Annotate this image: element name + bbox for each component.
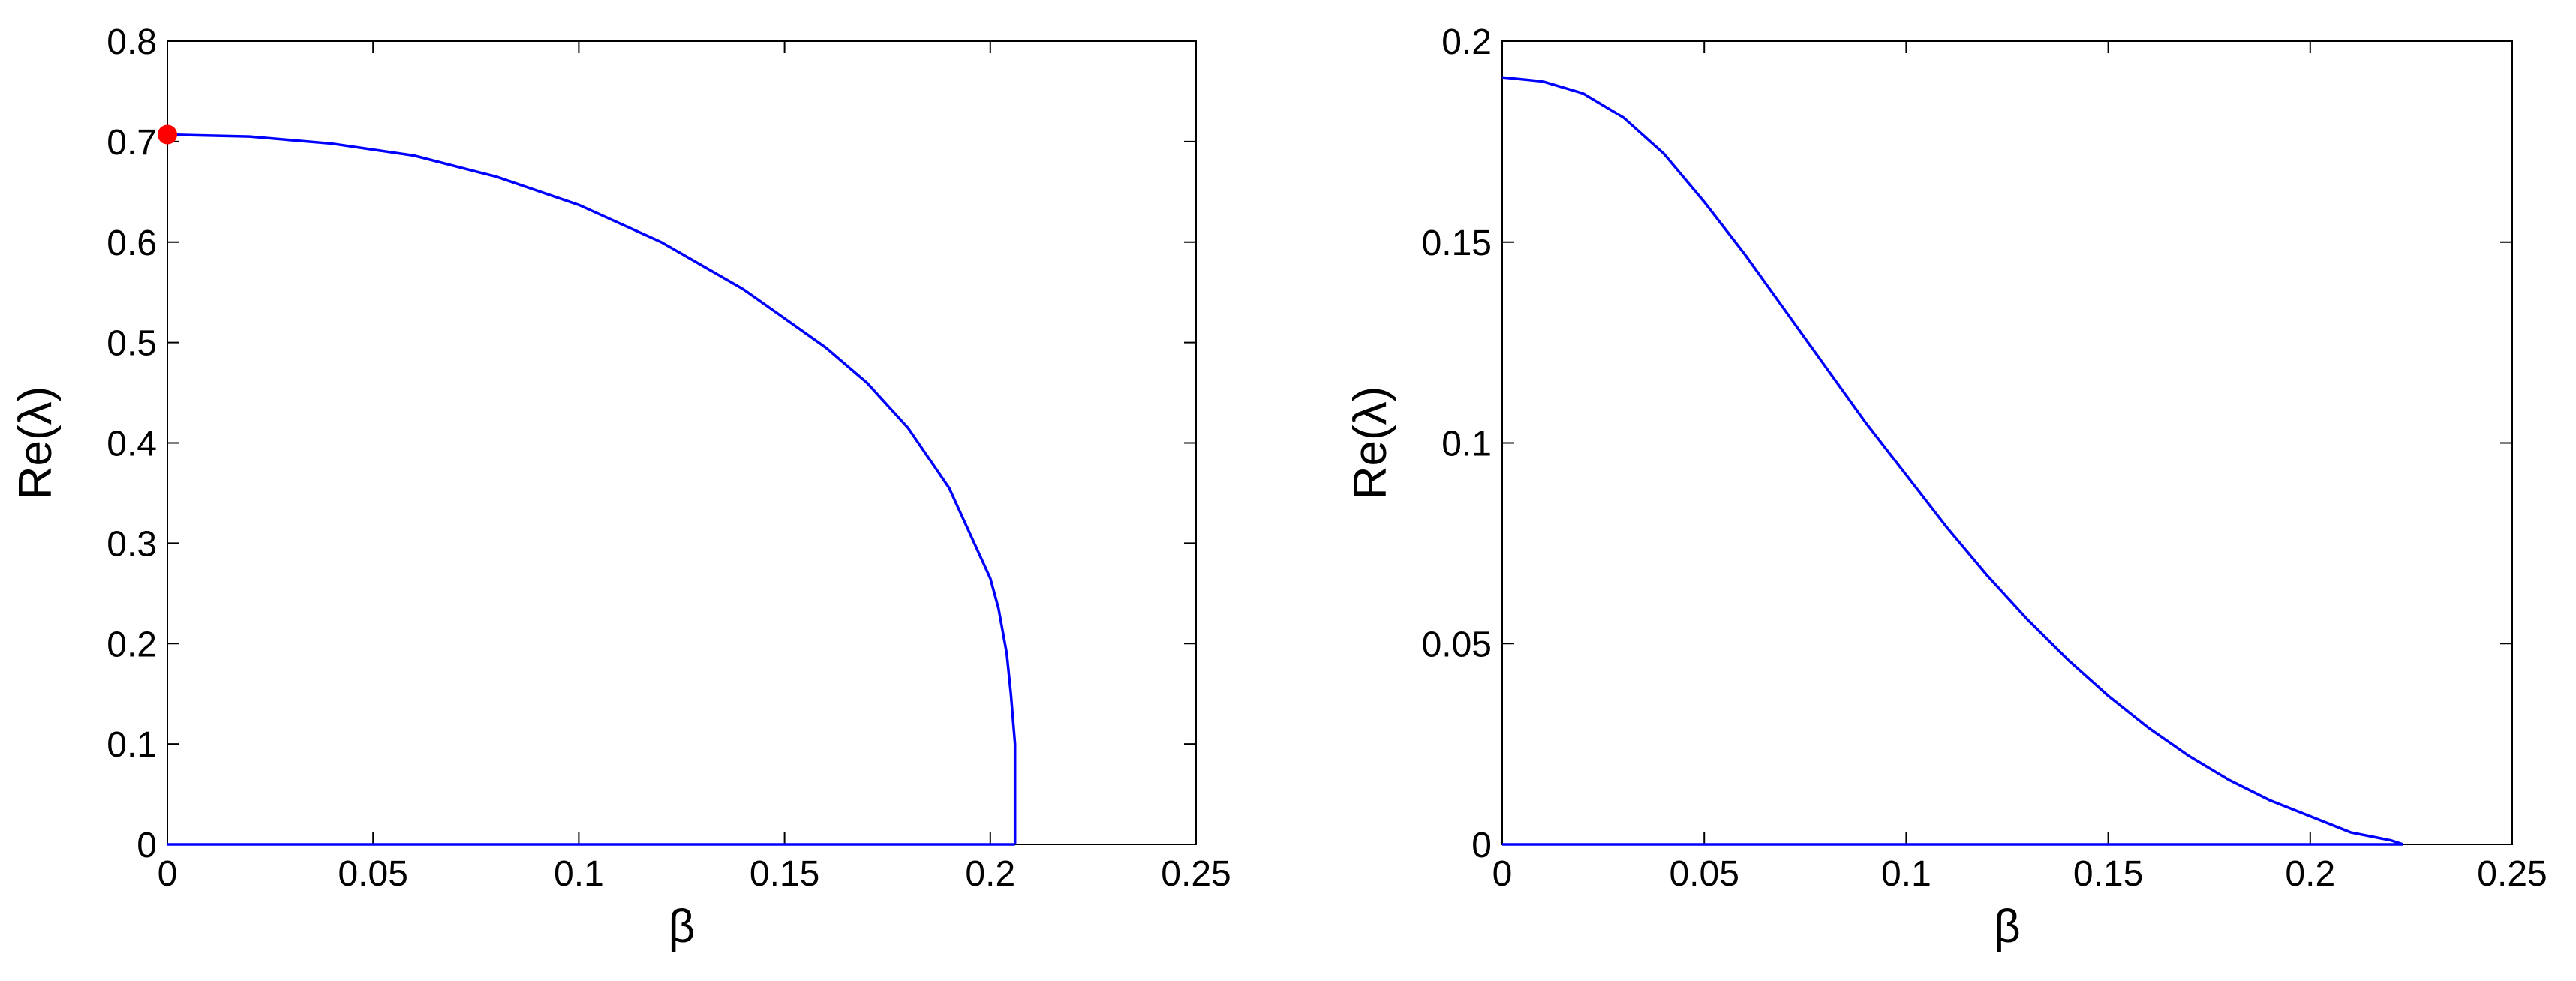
plot-area: [167, 40, 1197, 845]
x-tick-label: 0: [1492, 854, 1513, 894]
y-tick-label: 0.7: [107, 123, 157, 163]
y-tick-label: 0.1: [107, 725, 157, 765]
y-tick-label: 0.2: [1441, 22, 1492, 62]
y-tick-label: 0.6: [107, 224, 157, 263]
y-tick-label: 0.2: [107, 625, 157, 664]
y-tick-label: 0: [1471, 826, 1492, 866]
x-tick-label: 0.05: [1669, 854, 1739, 894]
x-tick-label: 0.2: [2285, 854, 2335, 894]
x-axis-label: β: [669, 901, 696, 952]
y-tick-label: 0.05: [1422, 625, 1492, 664]
y-tick-label: 0.5: [107, 324, 157, 364]
point: [158, 124, 177, 145]
x-tick-label: 0.1: [554, 854, 604, 894]
y-tick-label: 0: [137, 826, 157, 866]
y-tick-label: 0.15: [1422, 224, 1492, 263]
x-tick-label: 0: [158, 854, 178, 894]
x-tick-label: 0.25: [1161, 854, 1231, 894]
y-tick-label: 0.3: [107, 524, 157, 564]
y-axis-label: Re(λ): [10, 386, 62, 500]
y-axis-label: Re(λ): [1345, 386, 1396, 500]
y-tick-label: 0.4: [107, 424, 157, 464]
x-tick-label: 0.1: [1881, 854, 1931, 894]
plot-area: [1501, 40, 2513, 845]
x-tick-label: 0.25: [2477, 854, 2547, 894]
curve: [1501, 76, 2404, 846]
x-tick-label: 0.15: [2073, 854, 2143, 894]
x-tick-label: 0.05: [338, 854, 407, 894]
y-tick-label: 0.1: [1441, 424, 1492, 464]
x-axis-label: β: [1994, 901, 2021, 952]
x-tick-label: 0.2: [965, 854, 1015, 894]
x-tick-label: 0.15: [750, 854, 819, 894]
y-tick-label: 0.8: [107, 22, 157, 62]
curve: [167, 133, 1017, 844]
